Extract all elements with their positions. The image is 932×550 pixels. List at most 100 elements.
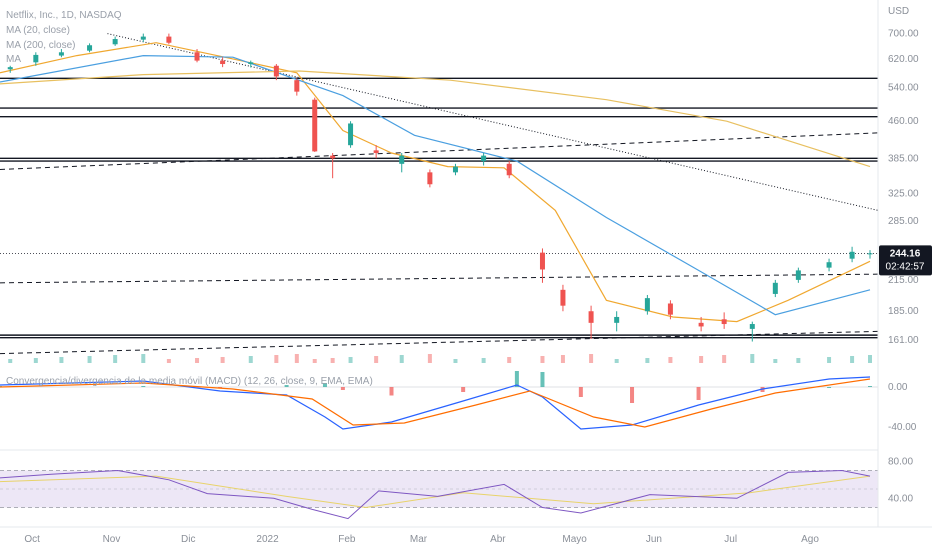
rsi-ma-line[interactable] bbox=[0, 475, 871, 509]
candle-body-10[interactable] bbox=[273, 65, 279, 77]
volume-bar-14[interactable] bbox=[348, 357, 353, 363]
candle-body-27[interactable] bbox=[698, 322, 704, 327]
dashed-trendline-1[interactable] bbox=[0, 273, 879, 284]
rsi-axis[interactable]: 80.00 40.00 bbox=[888, 456, 913, 504]
volume-bar-16[interactable] bbox=[399, 355, 404, 363]
rsi-line[interactable] bbox=[0, 469, 871, 520]
candle-body-28[interactable] bbox=[721, 319, 727, 325]
candle-body-17[interactable] bbox=[427, 172, 433, 185]
volume-bar-25[interactable] bbox=[645, 358, 650, 363]
candle-body-7[interactable] bbox=[194, 52, 200, 61]
volume-bar-34[interactable] bbox=[868, 355, 872, 363]
candle-body-24[interactable] bbox=[614, 316, 620, 323]
candle-body-23[interactable] bbox=[588, 311, 594, 323]
macd-histogram-bar-12[interactable] bbox=[696, 387, 701, 400]
volume-bar-31[interactable] bbox=[796, 358, 801, 363]
candle-body-25[interactable] bbox=[644, 298, 650, 312]
volume-bar-15[interactable] bbox=[374, 356, 379, 363]
macd-histogram-bar-4[interactable] bbox=[322, 383, 327, 387]
volume-bar-10[interactable] bbox=[274, 355, 279, 363]
volume-bar-18[interactable] bbox=[453, 359, 458, 363]
volume-bar-22[interactable] bbox=[560, 355, 565, 363]
candle-body-33[interactable] bbox=[849, 251, 855, 259]
candle-body-9[interactable] bbox=[248, 62, 254, 65]
ma20-line[interactable] bbox=[0, 42, 871, 323]
candle-body-11[interactable] bbox=[294, 80, 300, 92]
candle-body-4[interactable] bbox=[112, 39, 118, 45]
price-pane[interactable] bbox=[0, 33, 879, 363]
candle-body-1[interactable] bbox=[33, 54, 39, 63]
candle-body-8[interactable] bbox=[220, 60, 226, 65]
volume-bar-1[interactable] bbox=[33, 358, 38, 363]
volume-bar-33[interactable] bbox=[850, 356, 855, 363]
volume-bar-26[interactable] bbox=[668, 357, 673, 363]
candle-body-26[interactable] bbox=[667, 303, 673, 315]
macd-signal-line[interactable] bbox=[0, 378, 871, 428]
candle-body-13[interactable] bbox=[330, 155, 336, 159]
candle-body-12[interactable] bbox=[312, 99, 318, 152]
candle-body-15[interactable] bbox=[373, 150, 379, 153]
candle-body-16[interactable] bbox=[399, 155, 405, 164]
volume-bar-32[interactable] bbox=[827, 357, 832, 363]
macd-histogram-bar-6[interactable] bbox=[389, 387, 394, 396]
candle-body-29[interactable] bbox=[749, 324, 755, 329]
candle-body-6[interactable] bbox=[166, 36, 172, 43]
volume-bar-29[interactable] bbox=[750, 354, 755, 363]
dashed-trendline-2[interactable] bbox=[0, 330, 879, 355]
ma200-legend[interactable]: MA (200, close) bbox=[6, 40, 75, 51]
macd-histogram-bar-8[interactable] bbox=[514, 371, 519, 387]
volume-bar-7[interactable] bbox=[195, 358, 200, 363]
volume-bar-11[interactable] bbox=[294, 354, 299, 363]
volume-bar-17[interactable] bbox=[427, 354, 432, 363]
volume-bar-13[interactable] bbox=[330, 358, 335, 363]
volume-bar-30[interactable] bbox=[773, 359, 778, 363]
volume-bar-12[interactable] bbox=[312, 359, 317, 363]
volume-bar-20[interactable] bbox=[507, 357, 512, 363]
macd-histogram-bar-1[interactable] bbox=[141, 386, 146, 387]
candle-body-5[interactable] bbox=[140, 36, 146, 40]
volume-bar-0[interactable] bbox=[8, 359, 13, 363]
macd-legend[interactable]: Convergencia/divergencia de la media móv… bbox=[6, 376, 373, 387]
macd-axis[interactable]: 0.00 -40.00 bbox=[888, 382, 917, 433]
ma20-legend[interactable]: MA (20, close) bbox=[6, 25, 70, 36]
macd-line[interactable] bbox=[0, 376, 871, 430]
candle-body-30[interactable] bbox=[772, 282, 778, 294]
volume-bar-4[interactable] bbox=[113, 355, 118, 363]
candle-body-20[interactable] bbox=[506, 163, 512, 176]
candle-body-2[interactable] bbox=[58, 52, 64, 56]
candle-body-18[interactable] bbox=[452, 166, 458, 173]
volume-bar-3[interactable] bbox=[87, 356, 92, 363]
candle-body-22[interactable] bbox=[560, 289, 566, 306]
macd-histogram-bar-11[interactable] bbox=[630, 387, 635, 403]
volume-bar-23[interactable] bbox=[589, 354, 594, 363]
candle-body-34[interactable] bbox=[867, 253, 873, 255]
candle-body-21[interactable] bbox=[539, 252, 545, 270]
candle-body-3[interactable] bbox=[87, 45, 93, 51]
currency-label[interactable]: USD bbox=[888, 6, 909, 17]
ma50-legend[interactable]: MA bbox=[6, 54, 21, 65]
candle-body-0[interactable] bbox=[7, 67, 13, 70]
macd-pane[interactable] bbox=[0, 371, 878, 430]
volume-bar-5[interactable] bbox=[141, 354, 146, 363]
macd-histogram-bar-5[interactable] bbox=[340, 387, 345, 390]
ma200-line[interactable] bbox=[0, 70, 871, 168]
macd-histogram-bar-2[interactable] bbox=[218, 387, 223, 388]
macd-histogram-bar-3[interactable] bbox=[284, 385, 289, 387]
time-axis[interactable]: Oct Nov Dic 2022 Feb Mar Abr Mayo Jun Jul Ago bbox=[24, 534, 819, 545]
volume-bar-24[interactable] bbox=[614, 359, 619, 363]
macd-histogram-bar-7[interactable] bbox=[461, 387, 466, 392]
volume-bar-28[interactable] bbox=[722, 355, 727, 363]
volume-bar-9[interactable] bbox=[248, 356, 253, 363]
volume-bar-8[interactable] bbox=[220, 357, 225, 363]
symbol-title[interactable]: Netflix, Inc., 1D, NASDAQ bbox=[6, 10, 122, 21]
candle-body-14[interactable] bbox=[348, 123, 354, 146]
rsi-pane[interactable] bbox=[0, 469, 878, 520]
volume-bar-6[interactable] bbox=[166, 359, 171, 363]
candle-body-31[interactable] bbox=[795, 270, 801, 280]
volume-bar-19[interactable] bbox=[481, 358, 486, 363]
macd-histogram-bar-9[interactable] bbox=[540, 372, 545, 387]
ma50-line[interactable] bbox=[0, 54, 871, 316]
volume-bar-2[interactable] bbox=[59, 357, 64, 363]
volume-bar-21[interactable] bbox=[540, 356, 545, 363]
macd-histogram-bar-15[interactable] bbox=[868, 386, 872, 387]
